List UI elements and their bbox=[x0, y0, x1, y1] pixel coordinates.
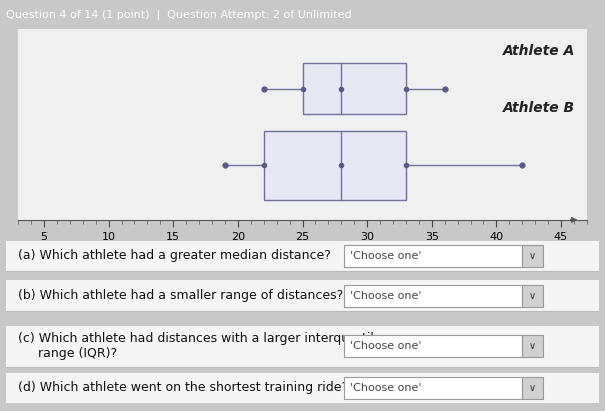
Text: 'Choose one': 'Choose one' bbox=[350, 341, 422, 351]
Text: 'Choose one': 'Choose one' bbox=[350, 251, 422, 261]
Text: ∨: ∨ bbox=[529, 383, 536, 393]
Text: ∨: ∨ bbox=[529, 291, 536, 301]
Bar bbox=[344, 335, 522, 357]
X-axis label: Distance (in miles): Distance (in miles) bbox=[229, 247, 376, 261]
Bar bbox=[302, 63, 406, 114]
Bar bbox=[344, 285, 522, 307]
Text: ∨: ∨ bbox=[529, 341, 536, 351]
Text: 'Choose one': 'Choose one' bbox=[350, 291, 422, 301]
Bar bbox=[522, 377, 543, 399]
Text: (a) Which athlete had a greater median distance?: (a) Which athlete had a greater median d… bbox=[18, 249, 331, 262]
Bar bbox=[344, 245, 522, 267]
Text: Question 4 of 14 (1 point)  |  Question Attempt: 2 of Unlimited: Question 4 of 14 (1 point) | Question At… bbox=[6, 9, 352, 20]
Text: Athlete B: Athlete B bbox=[503, 102, 575, 115]
Bar bbox=[522, 285, 543, 307]
Bar bbox=[344, 377, 522, 399]
Text: (d) Which athlete went on the shortest training ride?: (d) Which athlete went on the shortest t… bbox=[18, 381, 348, 395]
Bar bbox=[6, 240, 599, 271]
Text: (c) Which athlete had distances with a larger interquartile
     range (IQR)?: (c) Which athlete had distances with a l… bbox=[18, 332, 382, 360]
Bar bbox=[6, 326, 599, 367]
Bar bbox=[264, 131, 406, 200]
Bar bbox=[522, 245, 543, 267]
Bar bbox=[6, 280, 599, 311]
Text: (b) Which athlete had a smaller range of distances?: (b) Which athlete had a smaller range of… bbox=[18, 289, 343, 302]
Text: Athlete A: Athlete A bbox=[503, 44, 575, 58]
Text: ∨: ∨ bbox=[529, 251, 536, 261]
Bar bbox=[6, 372, 599, 403]
Text: 'Choose one': 'Choose one' bbox=[350, 383, 422, 393]
Bar bbox=[522, 335, 543, 357]
